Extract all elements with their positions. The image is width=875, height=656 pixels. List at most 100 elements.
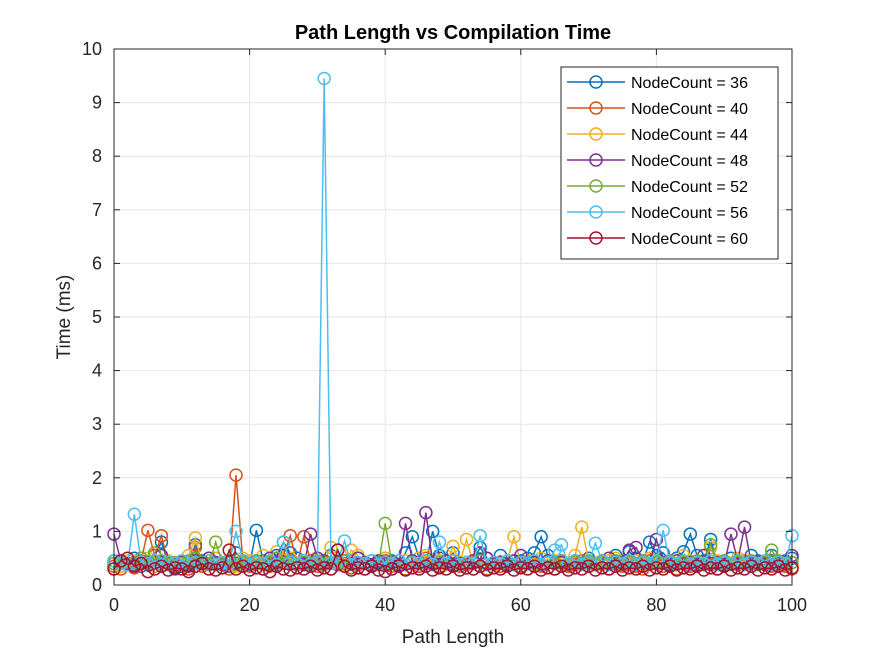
data-point: [310, 563, 325, 577]
data-point: [622, 554, 637, 568]
legend-marker-swatch: [589, 101, 603, 115]
y-tick-label: 8: [92, 146, 102, 166]
x-tick-label: 20: [240, 595, 260, 615]
data-point: [629, 562, 643, 576]
legend-label: NodeCount = 52: [631, 179, 748, 196]
data-point: [486, 561, 501, 575]
data-point: [507, 530, 521, 544]
data-point: [547, 562, 562, 576]
data-point: [127, 559, 142, 573]
data-point: [507, 563, 521, 577]
legend-item: NodeCount = 60: [567, 231, 748, 248]
data-point: [249, 523, 264, 538]
data-point: [134, 556, 148, 571]
data-point: [629, 540, 643, 555]
data-point: [737, 562, 752, 576]
y-tick-label: 2: [92, 468, 102, 488]
data-point: [215, 561, 230, 575]
chart-title: Path Length vs Compilation Time: [295, 22, 611, 44]
y-tick-label: 5: [92, 307, 102, 327]
data-point: [229, 468, 243, 482]
data-point: [236, 559, 250, 573]
data-point: [337, 534, 352, 548]
data-point: [453, 563, 467, 577]
data-point: [303, 527, 318, 541]
data-point: [446, 559, 460, 573]
data-point: [595, 561, 609, 575]
data-point: [154, 528, 169, 543]
data-point: [371, 563, 386, 577]
y-tick-label: 4: [92, 361, 102, 381]
data-point: [534, 530, 548, 544]
data-point: [276, 562, 291, 576]
data-point: [364, 559, 379, 573]
x-tick-label: 60: [511, 595, 531, 615]
data-point: [731, 554, 745, 568]
data-point: [602, 557, 616, 572]
x-tick-label: 100: [777, 595, 807, 615]
data-point: [676, 554, 691, 568]
data-point: [459, 532, 474, 547]
legend-box: [560, 66, 779, 260]
data-point: [161, 563, 175, 577]
data-point: [378, 564, 392, 579]
legend-marker-swatch: [589, 75, 603, 89]
data-point: [229, 562, 243, 576]
data-point: [588, 536, 603, 550]
data-point: [520, 562, 535, 576]
data-point: [446, 539, 460, 554]
data-point: [514, 561, 528, 575]
y-tick-label: 1: [92, 521, 102, 541]
x-tick-label: 80: [646, 595, 666, 615]
data-point: [202, 554, 216, 568]
data-point: [188, 555, 203, 570]
data-point: [554, 559, 569, 573]
legend-item: NodeCount = 52: [567, 179, 748, 196]
data-point: [188, 559, 203, 573]
data-point: [432, 535, 447, 549]
data-point: [649, 561, 664, 575]
data-point: [419, 505, 433, 520]
data-point: [649, 554, 664, 568]
data-point: [141, 564, 155, 579]
data-point: [398, 563, 413, 577]
data-point: [276, 535, 291, 549]
data-point: [771, 559, 786, 573]
data-point: [324, 562, 338, 576]
x-axis-label: Path Length: [402, 627, 504, 648]
legend-item: NodeCount = 36: [567, 75, 748, 92]
data-point: [737, 557, 752, 572]
data-point: [114, 554, 128, 568]
legend-marker-swatch: [589, 205, 603, 219]
legend-label: NodeCount = 40: [631, 101, 748, 118]
data-point: [120, 551, 135, 565]
data-point: [758, 554, 772, 568]
data-point: [208, 535, 223, 549]
data-point: [229, 557, 243, 572]
legend: NodeCount = 36 NodeCount = 40 NodeCount = …: [560, 66, 779, 260]
x-tick-label: 40: [375, 595, 395, 615]
data-point: [710, 562, 725, 576]
data-point: [588, 563, 603, 577]
data-point: [622, 561, 637, 575]
data-point: [466, 562, 481, 576]
y-tick-label: 7: [92, 200, 102, 220]
y-tick-label: 0: [92, 575, 102, 595]
data-point: [439, 562, 453, 576]
data-point: [358, 562, 372, 576]
data-point: [405, 561, 420, 575]
data-point: [317, 561, 331, 575]
x-tick-label: 0: [109, 595, 119, 615]
data-point: [731, 561, 745, 575]
data-point: [663, 559, 677, 573]
data-point: [141, 523, 155, 538]
data-point: [724, 527, 738, 541]
data-point: [676, 561, 691, 575]
data-point: [751, 563, 765, 577]
data-point: [297, 562, 311, 576]
data-point: [188, 531, 203, 545]
data-point: [317, 71, 331, 86]
data-point: [500, 559, 514, 573]
legend-marker-swatch: [589, 153, 603, 167]
data-point: [683, 557, 698, 572]
